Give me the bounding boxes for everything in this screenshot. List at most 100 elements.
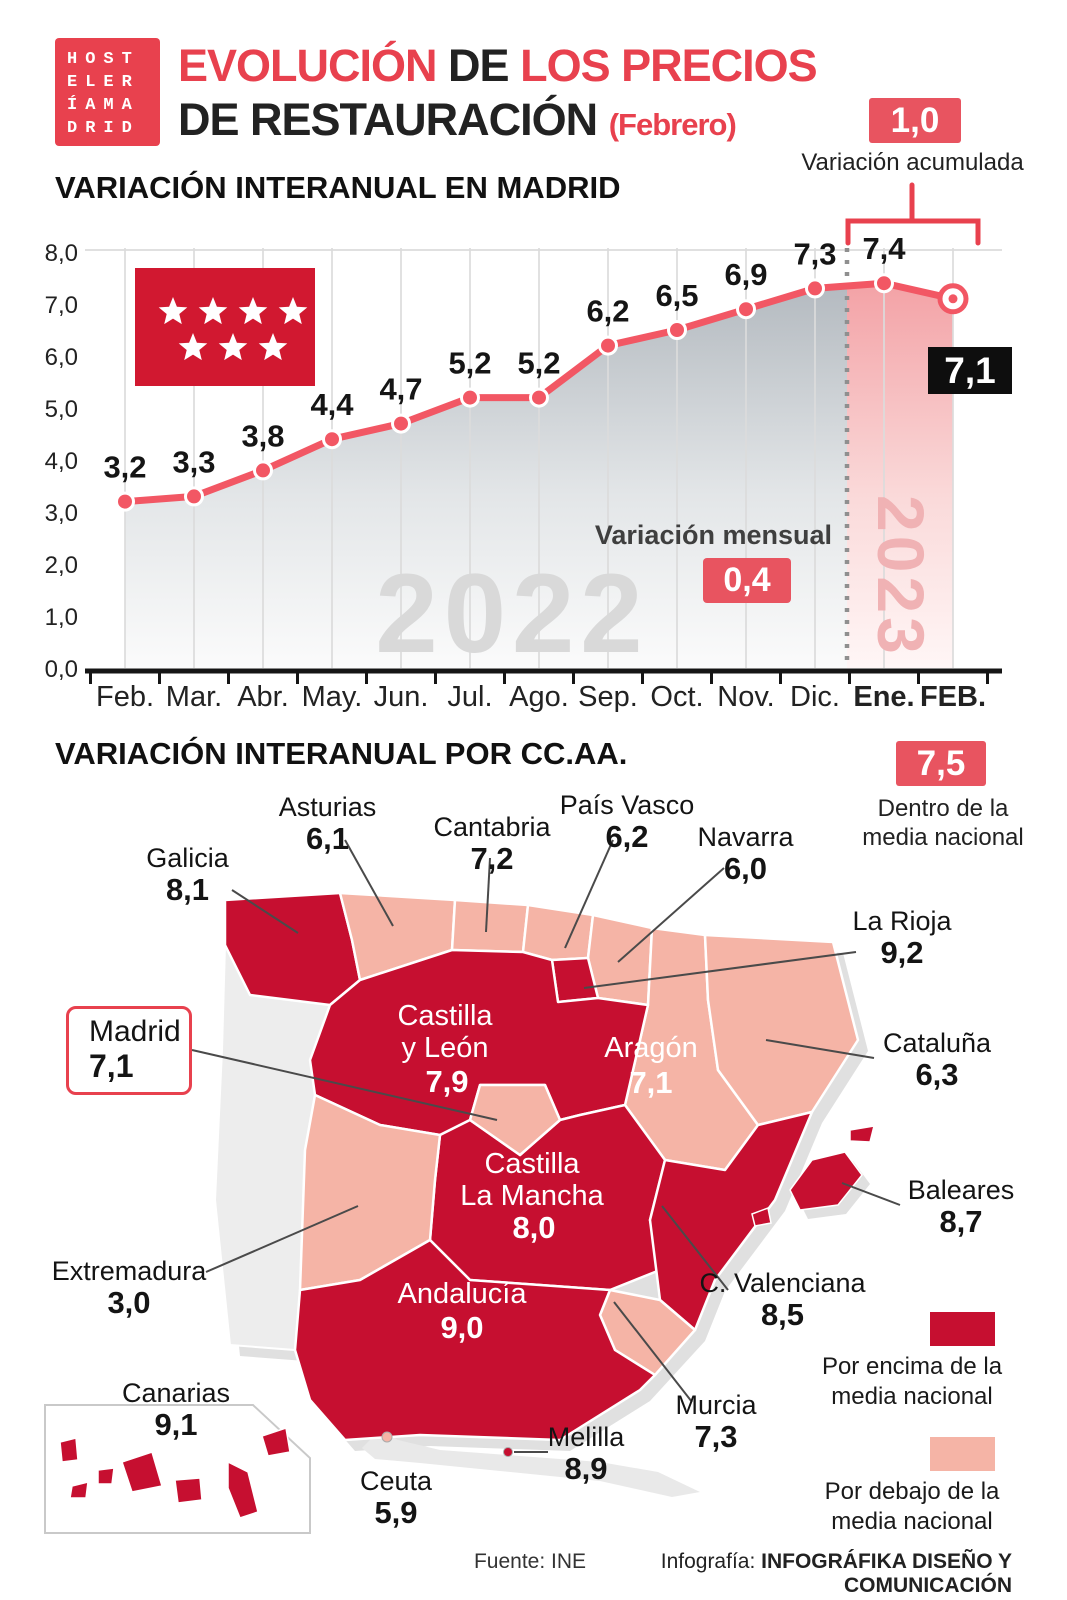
data-point [529, 387, 549, 408]
legend-below-label: Por debajo de la media nacional [824, 1478, 1000, 1535]
callout-la-rioja [583, 951, 857, 989]
region-baleares [751, 1206, 772, 1227]
legend-below-swatch [930, 1437, 995, 1471]
region-name-aragon: Aragón [604, 1032, 698, 1064]
callout-galicia [231, 889, 299, 934]
legend-above-swatch [930, 1312, 995, 1346]
point-label: 7,3 [793, 236, 836, 271]
main-title-line2: DE RESTAURACIÓN (Febrero) [178, 94, 737, 146]
data-point [253, 460, 273, 481]
title-word-de: DE [448, 40, 510, 91]
flag-star [158, 297, 188, 325]
watermark-2023: 2023 [864, 495, 938, 658]
callout-asturias [344, 839, 394, 927]
canarias-frame [44, 1404, 311, 1534]
callout-cantabria [485, 857, 491, 933]
x-tick-label: Sep. [578, 681, 638, 713]
y-tick-label: 0,0 [45, 656, 78, 683]
point-label: 7,4 [862, 231, 906, 266]
data-point [667, 320, 687, 340]
data-point [874, 273, 894, 294]
region-canarias [261, 1427, 291, 1457]
callout-extremadura [205, 1205, 359, 1273]
region-name-castilla-la-mancha: La Mancha [460, 1180, 604, 1212]
ccaa-section-title: VARIACIÓN INTERANUAL POR CC.AA. [55, 736, 628, 771]
y-tick-label: 4,0 [45, 448, 78, 475]
region-baleares [789, 1151, 863, 1211]
point-label: 4,7 [379, 372, 422, 407]
region-canarias [59, 1437, 79, 1463]
region-name-castilla-y-leon: y León [401, 1032, 488, 1064]
region-melilla [503, 1447, 513, 1457]
y-tick-label: 8,0 [45, 240, 78, 267]
data-point [598, 335, 618, 356]
callout-cataluna [765, 1039, 875, 1059]
data-point [184, 486, 204, 507]
point-label: 6,5 [655, 278, 698, 313]
main-title-line1: EVOLUCIÓN DE LOS PRECIOS [178, 40, 818, 92]
madrid-section-title: VARIACIÓN INTERANUAL EN MADRID [55, 170, 621, 205]
x-tick-label: Jun. [374, 681, 429, 713]
point-label: 3,3 [172, 444, 215, 479]
area-2022 [125, 285, 847, 668]
source-note: Fuente: INE [473, 1550, 587, 1573]
x-tick-label: Mar. [166, 681, 222, 713]
point-label: 6,9 [724, 257, 767, 292]
region-galicia [223, 891, 362, 1007]
national-average-badge: 7,5 [896, 741, 986, 786]
y-tick-label: 1,0 [45, 604, 78, 631]
x-tick-label: Abr. [237, 681, 289, 713]
logo-row: DRID [67, 119, 140, 138]
data-point [805, 278, 825, 299]
region-canarias [121, 1451, 163, 1493]
x-tick-label: Oct. [650, 681, 703, 713]
final-value-box: 7,1 [928, 347, 1012, 394]
x-tick-label: May. [302, 681, 363, 713]
region-value-castilla-la-mancha: 8,0 [512, 1210, 555, 1245]
region-pais-vasco [521, 903, 595, 962]
y-tick-label: 2,0 [45, 552, 78, 579]
logo-row: HOST [67, 50, 140, 69]
data-point [322, 429, 342, 450]
title-word-restauracion: DE RESTAURACIÓN [178, 94, 598, 145]
y-tick-label: 6,0 [45, 344, 78, 371]
credit-note: Infografía: INFOGRÁFIKA DISEÑO Y COMUNIC… [600, 1550, 1012, 1598]
title-month: (Febrero) [608, 107, 737, 142]
region-canarias [227, 1460, 259, 1519]
final-point-center [948, 294, 958, 304]
data-point [736, 299, 756, 320]
watermark-2022: 2022 [375, 551, 648, 676]
region-name-castilla-y-leon: Castilla [397, 1000, 493, 1032]
flag-star [238, 297, 268, 325]
point-label: 3,8 [241, 418, 284, 453]
callout-murcia [613, 1301, 693, 1403]
africa-coast [362, 1430, 700, 1497]
region-cantabria [450, 898, 530, 954]
monthly-variation-label: Variación mensual [594, 520, 832, 550]
callout-c-valenciana [661, 1205, 729, 1291]
point-label: 3,2 [103, 450, 146, 485]
credit-prefix: Infografía: [660, 1550, 756, 1573]
logo-row: ÍAMA [67, 96, 140, 115]
title-word-precios: LOS PRECIOS [520, 40, 818, 91]
region-name-castilla-la-mancha: Castilla [484, 1148, 580, 1180]
x-tick-label: Ago. [509, 681, 569, 713]
point-label: 5,2 [448, 346, 491, 381]
flag-star [258, 333, 288, 361]
x-tick-label: Ene. [853, 681, 914, 713]
callout-baleares [841, 1182, 901, 1206]
callout-pais-vasco [564, 839, 614, 949]
region-ceuta [381, 1431, 393, 1443]
data-point [460, 387, 480, 408]
madrid-line-chart: 2022 2023 3,2 3,3 3,8 4,4 4,7 5,2 5,2 6,2 6,5 6,9 7,… [45, 182, 1002, 713]
title-word-evolucion: EVOLUCIÓN [178, 40, 438, 91]
madrid-flag [135, 268, 315, 386]
region-canarias [69, 1481, 89, 1499]
data-point [115, 491, 135, 512]
region-canarias [97, 1467, 115, 1485]
region-andalucia [293, 1238, 657, 1442]
x-tick-label: Jul. [447, 681, 492, 713]
monthly-variation-badge: 0,4 [703, 558, 791, 603]
hosteleria-madrid-logo: HOST ELER ÍAMA DRID [55, 38, 160, 146]
